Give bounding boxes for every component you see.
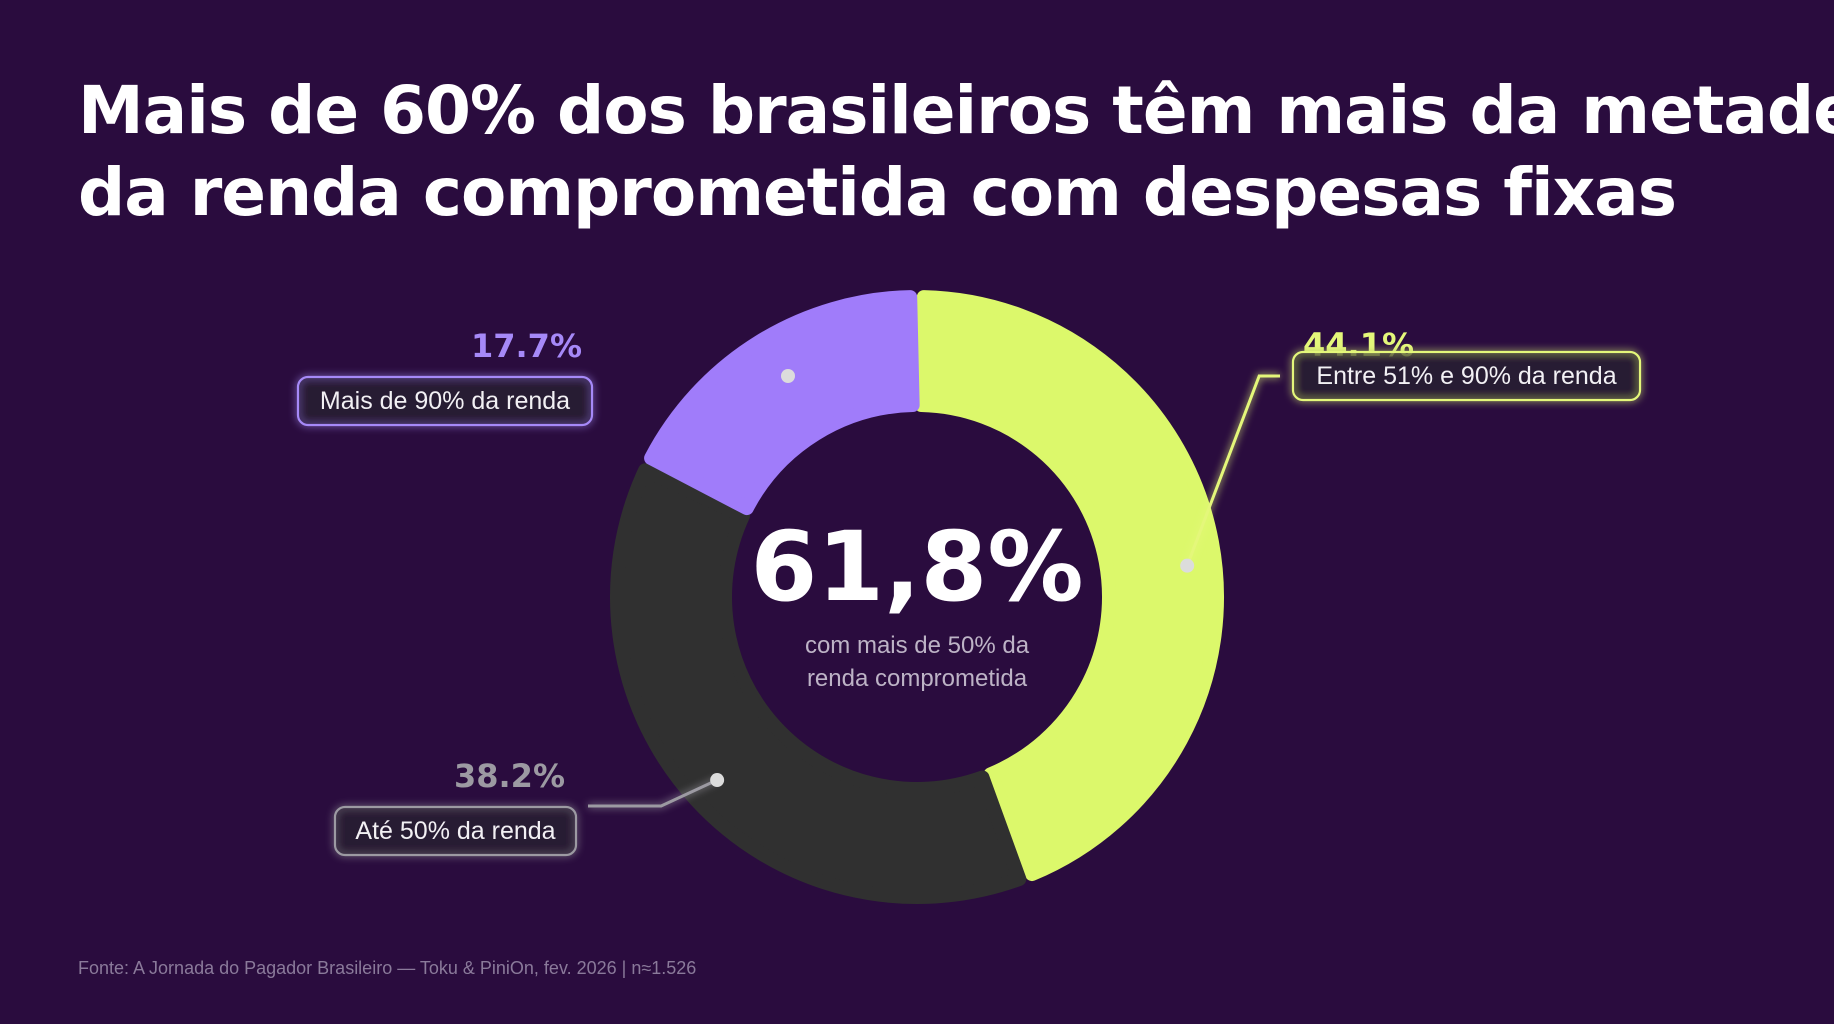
source-note: Fonte: A Jornada do Pagador Brasileiro —… [78, 958, 697, 978]
callout-ate-50-da-renda: 38.2% Até 50% da renda [333, 757, 725, 857]
callout-dot-entre-51-e-90-da-renda [1180, 558, 1195, 573]
callout-dot-ate-50-da-renda [710, 773, 725, 788]
donut-callouts: 44.1%Entre 51% e 90% da renda 38.2% Até 50… [296, 326, 1642, 857]
center-caption-line-2: renda comprometida [807, 665, 1028, 692]
slice-ate-50-da-renda [610, 463, 1027, 904]
value-label-ate-50-da-renda: 38.2% [454, 757, 565, 795]
category-label-ate-50-da-renda: Até 50% da renda [355, 817, 555, 845]
callout-line-ate-50-da-renda [588, 778, 718, 808]
callout-line-entre-51-e-90-da-renda [1185, 374, 1280, 567]
callout-mais-de-90-da-renda: 17.7% Mais de 90% da renda [296, 327, 795, 427]
center-value: 61,8% [750, 511, 1083, 623]
callout-entre-51-e-90-da-renda: 44.1%Entre 51% e 90% da renda [1180, 326, 1642, 573]
category-label-entre-51-e-90-da-renda: Entre 51% e 90% da renda [1316, 362, 1616, 390]
slice-mais-de-90-da-renda [644, 290, 920, 516]
callout-dot-mais-de-90-da-renda [781, 369, 795, 383]
category-label-mais-de-90-da-renda: Mais de 90% da renda [320, 387, 570, 415]
chart-title: Mais de 60% dos brasileiros têm mais da … [78, 70, 1834, 234]
slice-entre-51-e-90-da-renda [914, 290, 1224, 882]
label-box-mais-de-90-da-renda [296, 375, 594, 427]
donut-center: 61,8% com mais de 50% da renda compromet… [750, 511, 1083, 692]
label-box-entre-51-e-90-da-renda [1291, 350, 1642, 402]
center-caption-line-1: com mais de 50% da [805, 632, 1030, 659]
chart-title-line-2: da renda comprometida com despesas fixas [78, 154, 1677, 231]
donut-slices [610, 290, 1224, 904]
label-box-ate-50-da-renda [333, 805, 578, 857]
value-label-mais-de-90-da-renda: 17.7% [471, 327, 582, 365]
chart-title-line-1: Mais de 60% dos brasileiros têm mais da … [78, 72, 1834, 149]
